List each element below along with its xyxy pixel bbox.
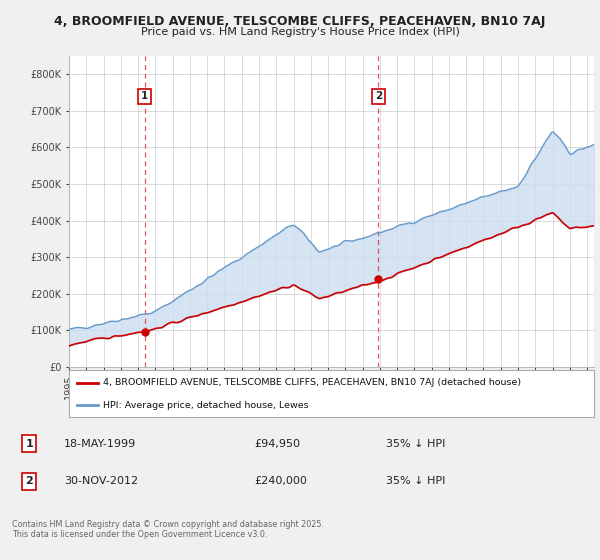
Text: 35% ↓ HPI: 35% ↓ HPI — [386, 439, 446, 449]
Text: 2: 2 — [375, 91, 382, 101]
Text: 1: 1 — [25, 439, 33, 449]
Text: 35% ↓ HPI: 35% ↓ HPI — [386, 477, 446, 486]
Text: 30-NOV-2012: 30-NOV-2012 — [64, 477, 138, 486]
Text: £94,950: £94,950 — [254, 439, 300, 449]
Text: 18-MAY-1999: 18-MAY-1999 — [64, 439, 136, 449]
Text: 4, BROOMFIELD AVENUE, TELSCOMBE CLIFFS, PEACEHAVEN, BN10 7AJ (detached house): 4, BROOMFIELD AVENUE, TELSCOMBE CLIFFS, … — [103, 379, 521, 388]
Text: 1: 1 — [141, 91, 148, 101]
Text: 4, BROOMFIELD AVENUE, TELSCOMBE CLIFFS, PEACEHAVEN, BN10 7AJ: 4, BROOMFIELD AVENUE, TELSCOMBE CLIFFS, … — [55, 15, 545, 28]
Text: £240,000: £240,000 — [254, 477, 307, 486]
Text: Price paid vs. HM Land Registry's House Price Index (HPI): Price paid vs. HM Land Registry's House … — [140, 27, 460, 38]
Text: Contains HM Land Registry data © Crown copyright and database right 2025.
This d: Contains HM Land Registry data © Crown c… — [12, 520, 324, 539]
Text: HPI: Average price, detached house, Lewes: HPI: Average price, detached house, Lewe… — [103, 401, 309, 410]
Text: 2: 2 — [25, 477, 33, 486]
